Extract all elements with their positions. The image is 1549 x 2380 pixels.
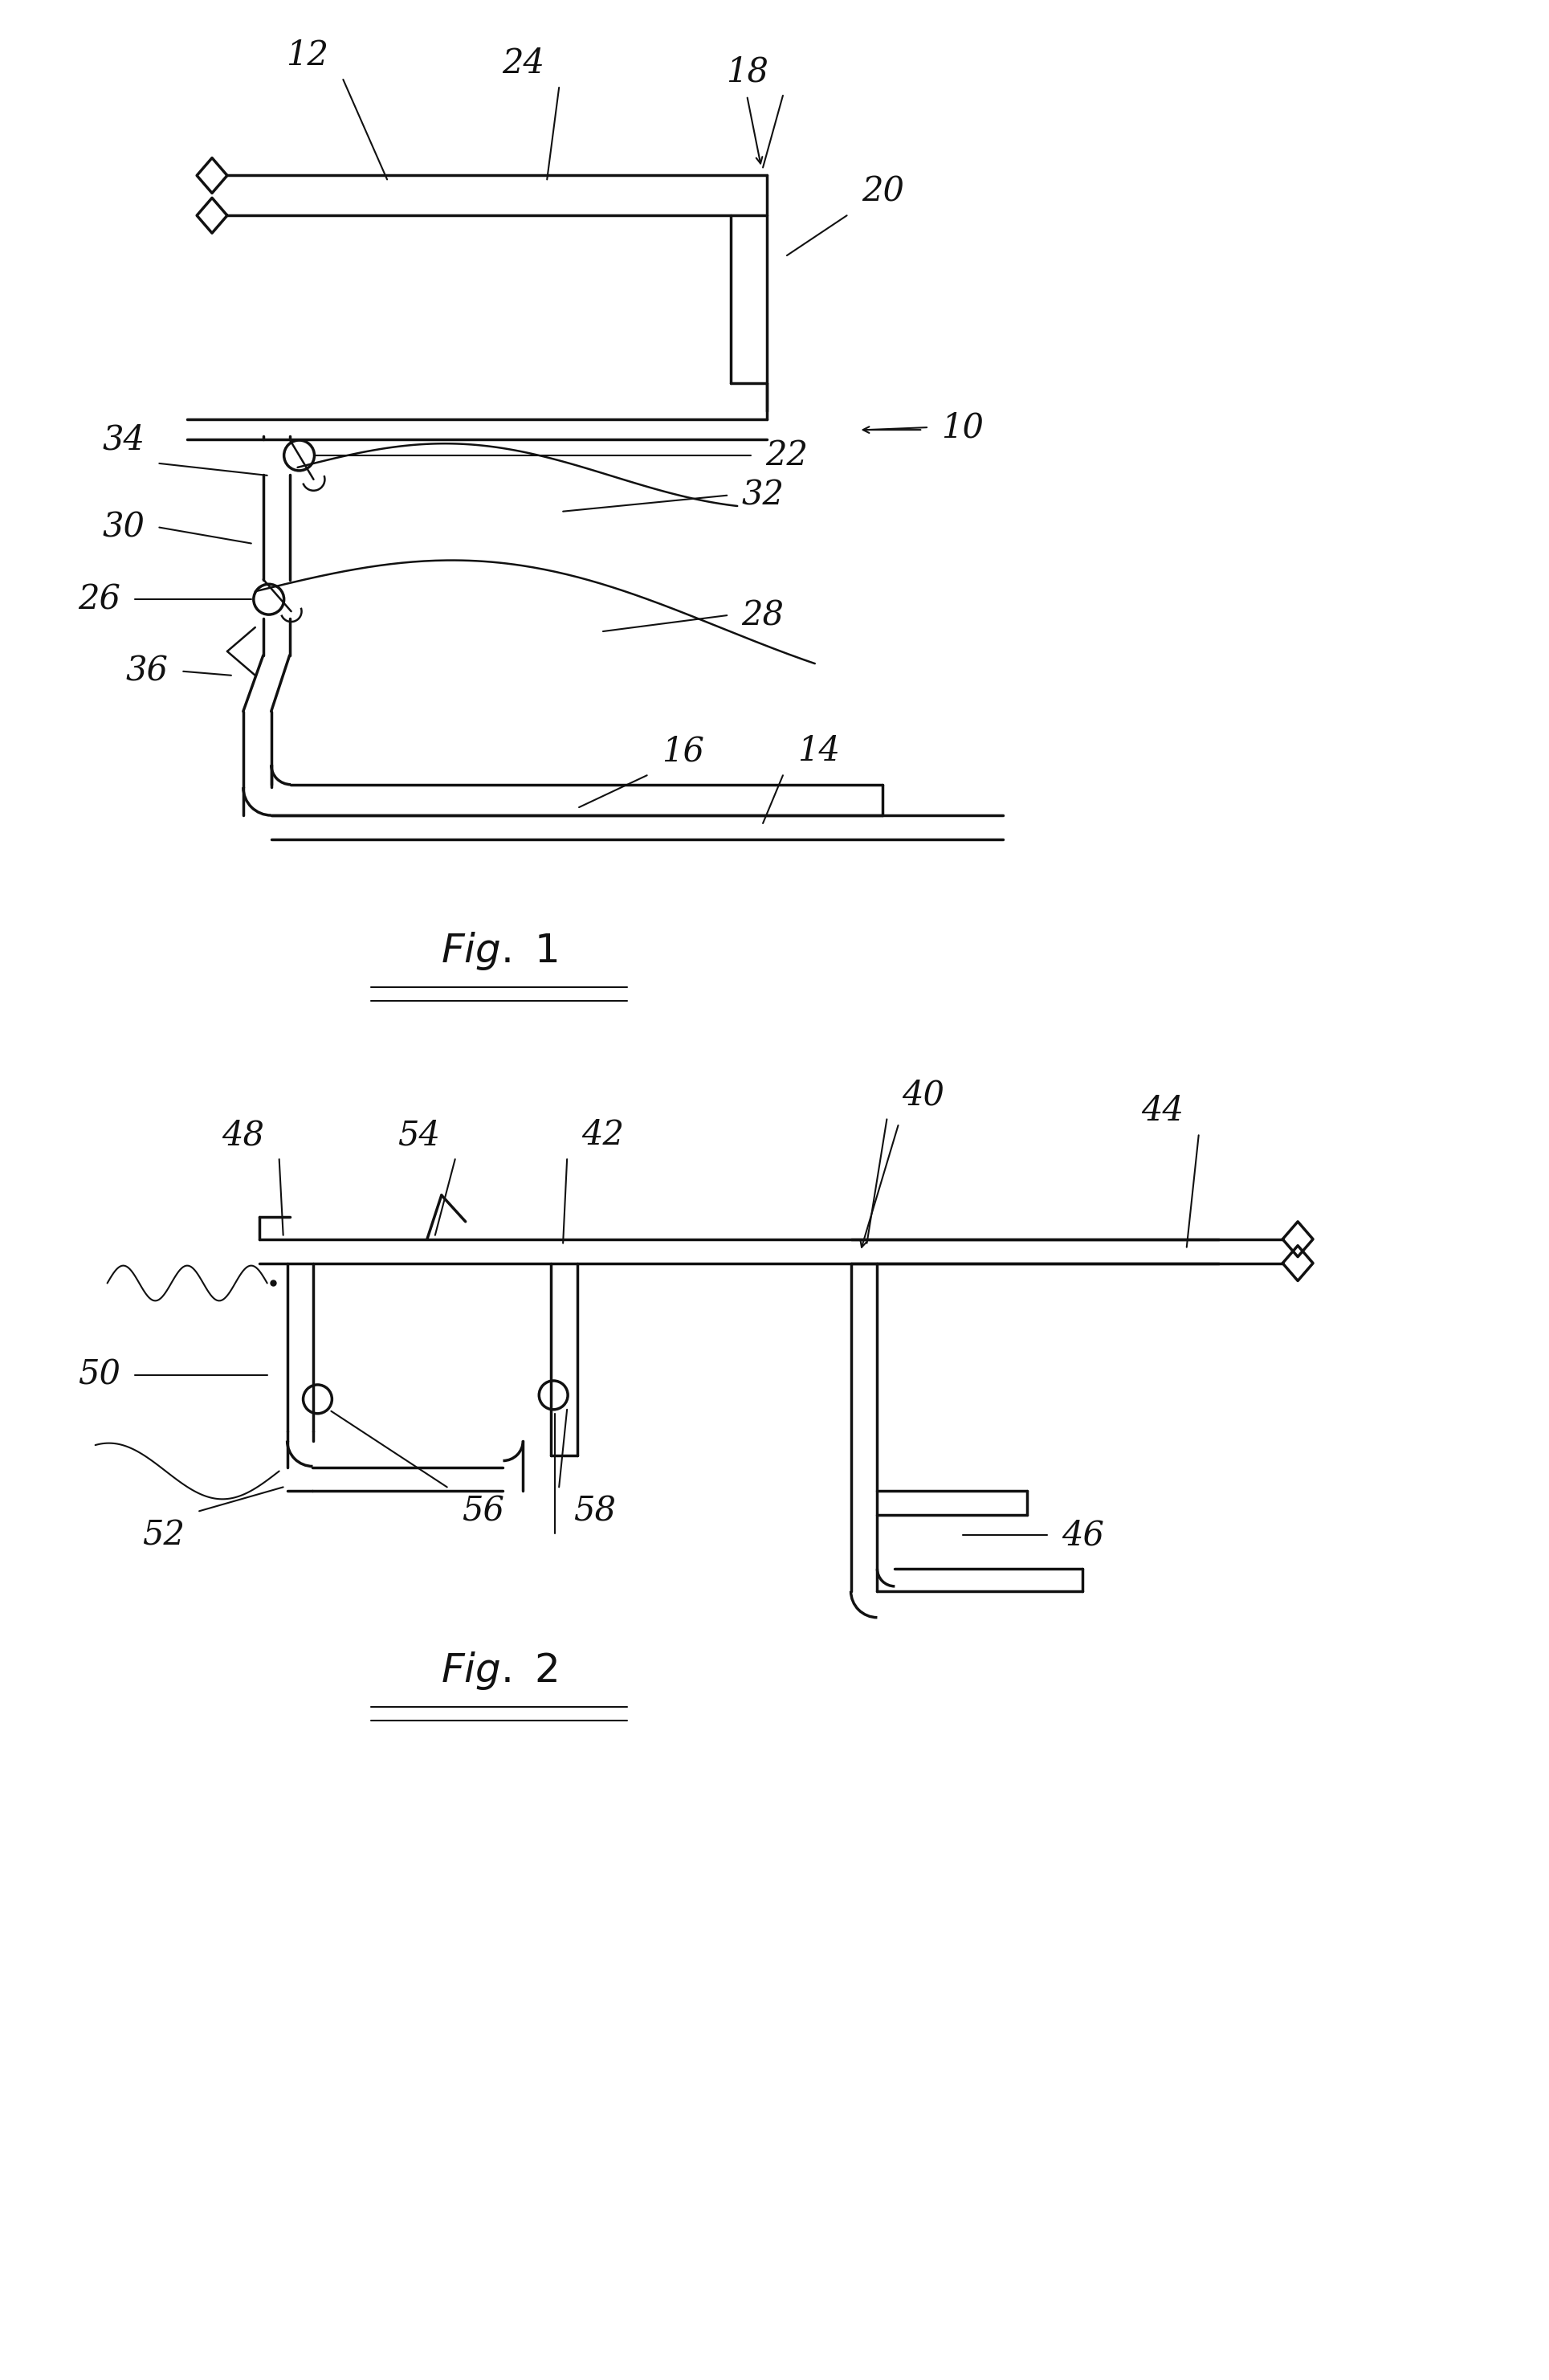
Text: 58: 58 (573, 1495, 617, 1528)
Text: 52: 52 (143, 1518, 184, 1552)
Text: 22: 22 (765, 438, 809, 471)
Text: 48: 48 (222, 1119, 265, 1152)
Text: $\mathit{Fig.\ 2}$: $\mathit{Fig.\ 2}$ (441, 1649, 558, 1692)
Text: 54: 54 (398, 1119, 440, 1152)
Text: 56: 56 (462, 1495, 505, 1528)
Text: 14: 14 (798, 735, 840, 769)
Text: 46: 46 (1061, 1518, 1104, 1552)
Text: 36: 36 (125, 654, 169, 688)
Text: 30: 30 (102, 512, 144, 545)
Text: 32: 32 (742, 478, 784, 512)
Text: 12: 12 (287, 38, 328, 71)
Text: 44: 44 (1142, 1095, 1183, 1128)
Text: $\mathit{Fig.\ 1}$: $\mathit{Fig.\ 1}$ (440, 931, 558, 971)
Text: 50: 50 (77, 1359, 121, 1392)
Text: 18: 18 (725, 55, 768, 88)
Text: 26: 26 (77, 583, 121, 616)
Text: 34: 34 (102, 424, 144, 457)
Text: 42: 42 (582, 1119, 624, 1152)
Text: 40: 40 (902, 1078, 943, 1111)
Text: 16: 16 (661, 735, 705, 769)
Text: 28: 28 (742, 597, 784, 633)
Text: 20: 20 (861, 174, 905, 209)
Text: 24: 24 (502, 48, 544, 81)
Text: 10: 10 (942, 412, 984, 445)
